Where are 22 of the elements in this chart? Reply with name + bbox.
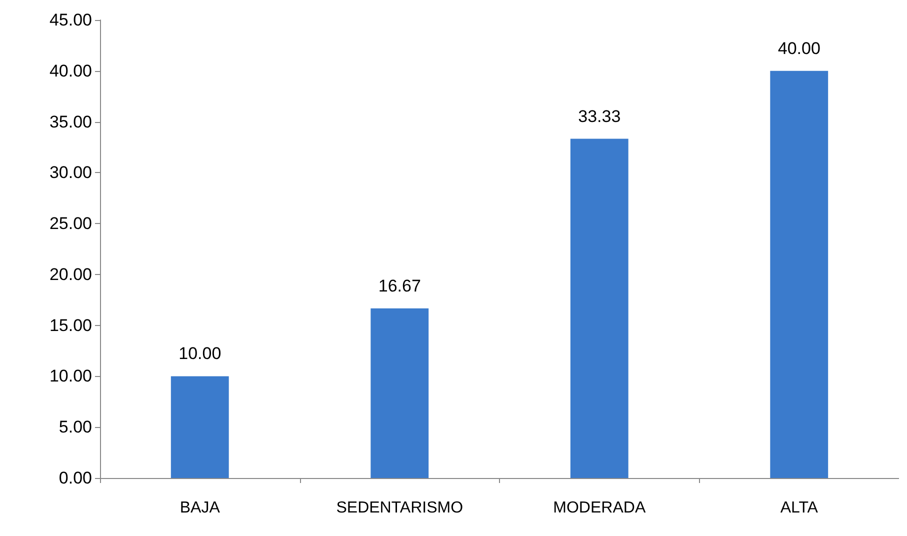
y-tick-label: 0.00 xyxy=(58,468,92,488)
x-tick-label: MODERADA xyxy=(553,500,646,516)
data-label: 10.00 xyxy=(178,344,222,364)
y-tick-label: 10.00 xyxy=(49,366,92,386)
bar xyxy=(570,138,628,478)
y-tick-label: 45.00 xyxy=(49,10,92,30)
y-tick-label: 15.00 xyxy=(49,316,92,335)
bar xyxy=(770,70,828,478)
bar xyxy=(370,308,429,478)
y-tick-label: 25.00 xyxy=(49,214,92,234)
x-tick-label: BAJA xyxy=(180,500,220,516)
bar xyxy=(170,376,229,478)
y-tick-label: 20.00 xyxy=(49,264,92,284)
y-tick-label: 35.00 xyxy=(49,112,92,132)
x-tick-label: ALTA xyxy=(780,500,818,516)
data-label: 40.00 xyxy=(778,38,820,58)
data-label: 33.33 xyxy=(578,106,621,126)
y-tick-label: 40.00 xyxy=(49,61,92,80)
x-tick-label: SEDENTARISMO xyxy=(336,500,464,516)
data-label: 16.67 xyxy=(378,276,421,296)
y-tick-label: 5.00 xyxy=(58,418,92,437)
y-tick-label: 30.00 xyxy=(49,163,92,182)
